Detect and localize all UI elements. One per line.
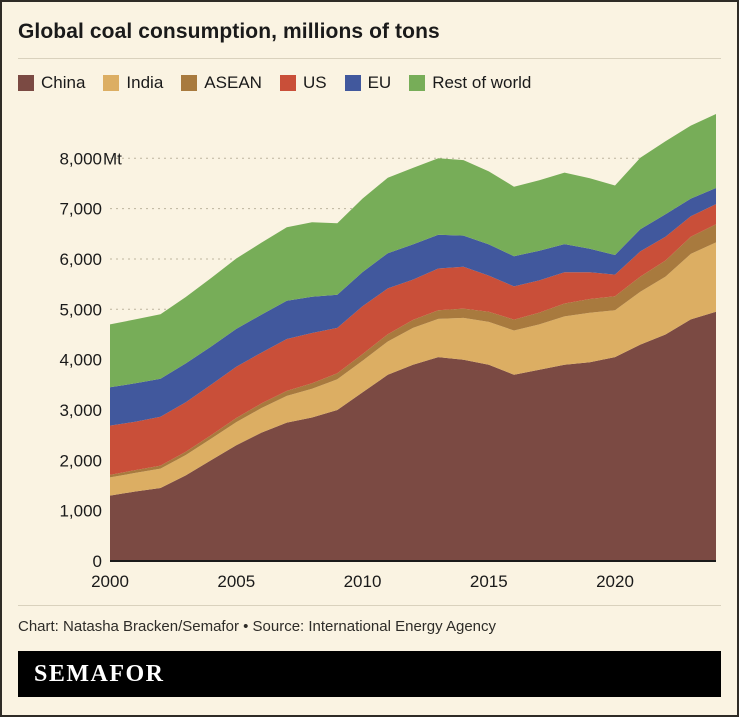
y-tick-label-3000: 3,000 — [59, 401, 102, 420]
y-tick-label-6000: 6,000 — [59, 250, 102, 269]
legend-label-asean: ASEAN — [204, 73, 262, 92]
legend-swatch-eu — [344, 75, 361, 91]
legend-swatch-india — [103, 75, 120, 91]
y-tick-label-7000: 7,000 — [59, 200, 102, 219]
legend-swatch-china — [18, 75, 34, 91]
y-tick-label-5000: 5,000 — [59, 300, 102, 319]
logo-bar: SEMAFOR — [18, 651, 721, 697]
y-tick-label-4000: 4,000 — [59, 351, 102, 370]
footer-divider — [18, 605, 721, 606]
legend-item-asean: ASEAN — [181, 73, 262, 93]
legend-item-china: China — [18, 73, 85, 93]
y-axis-unit: Mt — [103, 149, 122, 168]
legend-swatch-us — [279, 75, 296, 91]
title-divider — [18, 58, 721, 59]
y-tick-label-2000: 2,000 — [59, 451, 102, 470]
legend-item-rest-of-world: Rest of world — [409, 73, 531, 93]
chart-title: Global coal consumption, millions of ton… — [18, 20, 440, 43]
legend-label-us: US — [302, 73, 327, 92]
y-tick-label-0: 0 — [93, 552, 102, 571]
legend-item-us: US — [279, 73, 327, 93]
legend-item-india: India — [103, 73, 163, 93]
y-tick-label-8000: 8,000 — [59, 149, 102, 168]
legend-swatch-rest-of-world — [409, 75, 426, 91]
area-rest-of-world — [110, 114, 716, 388]
coal-consumption-chart: 0 1,000 2,000 3,000 4,000 5,000 6,000 7,000 8,00… — [59, 114, 716, 591]
x-tick-label-2020: 2020 — [596, 572, 634, 591]
area-eu — [110, 188, 716, 426]
area-india — [110, 242, 716, 496]
legend-item-eu: EU — [344, 73, 392, 93]
legend: China India ASEAN US EU Rest of world — [18, 73, 721, 93]
semafor-logo: SEMAFOR — [34, 660, 165, 687]
x-tick-label-2015: 2015 — [470, 572, 508, 591]
area-china — [110, 311, 716, 561]
area-us — [110, 204, 716, 475]
credit-line: Chart: Natasha Bracken/Semafor • Source:… — [18, 618, 497, 635]
legend-label-eu: EU — [367, 73, 392, 92]
x-tick-label-2005: 2005 — [217, 572, 255, 591]
y-tick-label-1000: 1,000 — [59, 502, 102, 521]
legend-swatch-asean — [181, 75, 198, 91]
legend-label-india: India — [126, 73, 164, 92]
x-tick-label-2000: 2000 — [91, 572, 129, 591]
legend-label-china: China — [41, 73, 86, 92]
x-tick-label-2010: 2010 — [344, 572, 382, 591]
legend-label-rest-of-world: Rest of world — [432, 73, 532, 92]
